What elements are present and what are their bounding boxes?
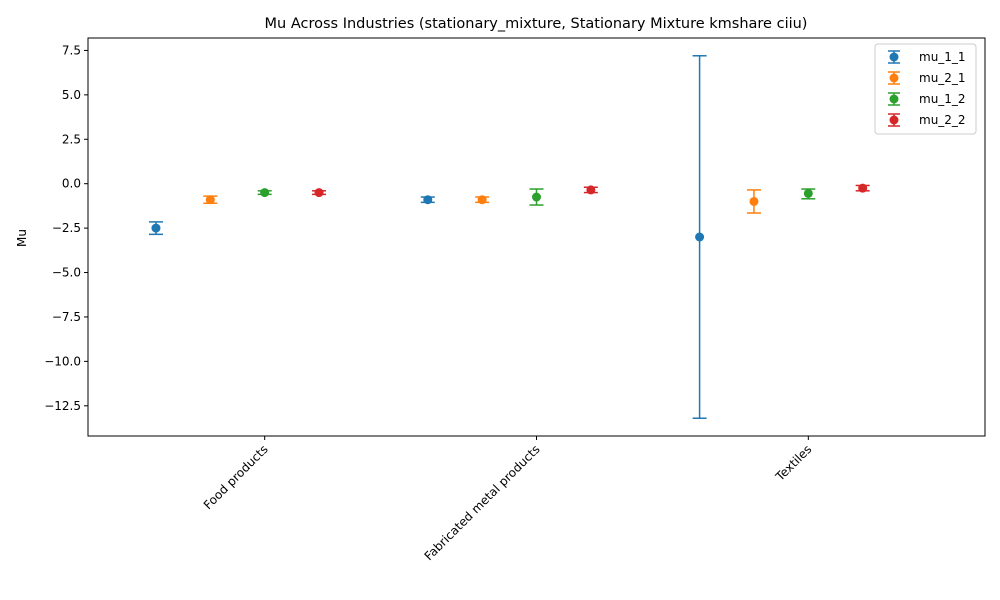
series-mu_2_1 (203, 189, 761, 214)
chart-marks (148, 55, 870, 419)
y-tick-label: −2.5 (52, 221, 81, 235)
y-tick-label: 0.0 (62, 177, 81, 191)
x-tick-label: Fabricated metal products (422, 442, 543, 563)
legend-item: mu_1_2 (888, 92, 966, 106)
data-point (423, 195, 433, 205)
x-tick-label: Food products (201, 442, 271, 512)
legend-item: mu_1_1 (888, 50, 966, 64)
y-tick-label: −5.0 (52, 266, 81, 280)
legend-marker (889, 115, 899, 125)
y-axis-ticks: 7.5 5.0 2.5 0.0 −2.5 −5.0 −7.5 −10.0 −12.5 (44, 43, 88, 413)
y-tick-label: 2.5 (62, 132, 81, 146)
y-tick-label: 5.0 (62, 88, 81, 102)
series-mu_1_1 (148, 55, 707, 419)
data-point (205, 195, 215, 205)
data-point (151, 223, 161, 233)
data-point (749, 196, 759, 206)
y-tick-label: −12.5 (44, 399, 81, 413)
data-point (314, 188, 324, 198)
legend-box (874, 43, 977, 135)
data-point (586, 185, 596, 195)
series-mu_1_2 (257, 188, 816, 206)
legend-marker (889, 73, 899, 83)
y-tick-label: −7.5 (52, 310, 81, 324)
legend-marker (889, 52, 899, 62)
data-point (532, 192, 541, 202)
legend-label: mu_2_1 (919, 71, 966, 85)
data-point (477, 195, 487, 205)
legend-item: mu_2_2 (888, 113, 966, 127)
y-axis-label: Mu (15, 229, 29, 247)
x-axis-ticks: Food products Fabricated metal products Te… (201, 436, 814, 563)
data-point (858, 183, 868, 193)
data-point (695, 232, 705, 242)
plot-frame (87, 37, 986, 437)
legend-label: mu_1_2 (919, 92, 966, 106)
legend-item: mu_2_1 (888, 71, 966, 85)
series-mu_2_2 (312, 183, 870, 198)
legend-label: mu_1_1 (919, 50, 966, 64)
legend-marker (889, 94, 899, 104)
data-point (260, 188, 270, 198)
data-point (803, 188, 813, 198)
x-tick-label: Textiles (772, 442, 814, 484)
legend-label: mu_2_2 (919, 113, 966, 127)
y-tick-label: −10.0 (44, 354, 81, 368)
y-tick-label: 7.5 (62, 43, 81, 57)
chart-title: Mu Across Industries (stationary_mixture… (265, 16, 808, 32)
legend: mu_1_1 mu_2_1 mu_1_2 mu_2_2 (874, 43, 977, 135)
